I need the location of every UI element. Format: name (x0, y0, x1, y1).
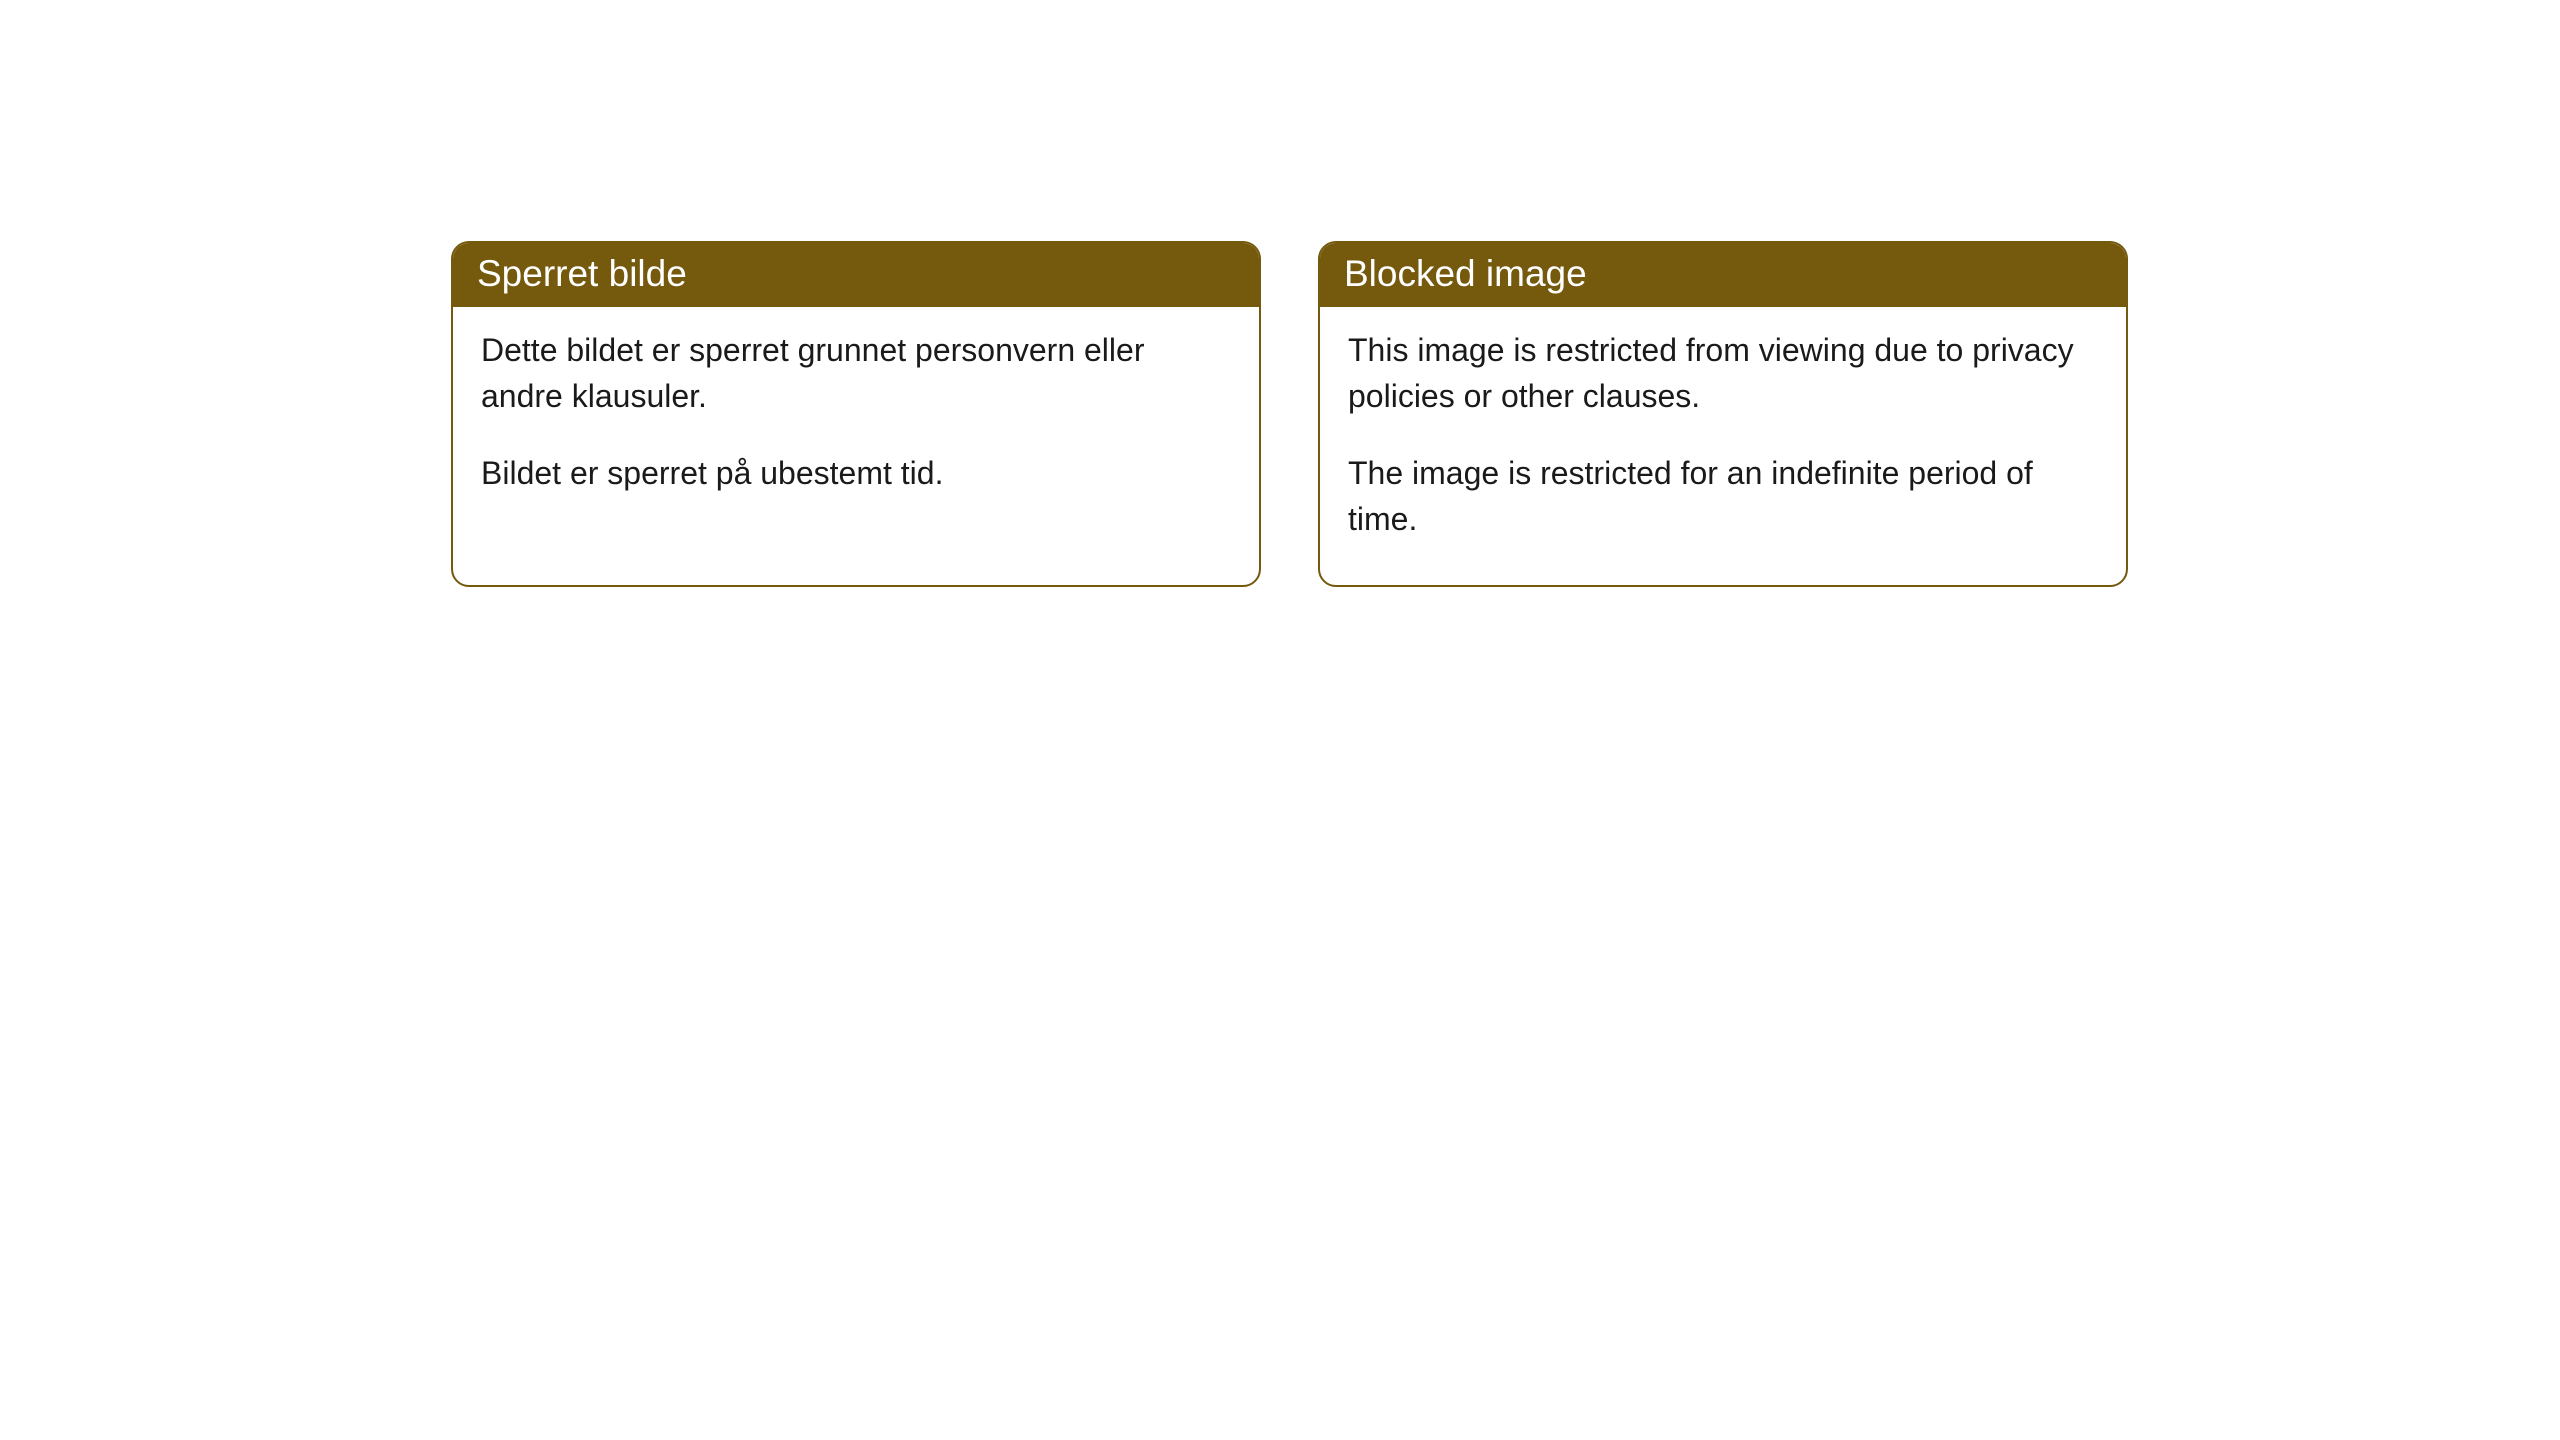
notice-paragraph-2-english: The image is restricted for an indefinit… (1348, 450, 2098, 543)
notice-paragraph-1-norwegian: Dette bildet er sperret grunnet personve… (481, 327, 1231, 420)
notice-card-norwegian: Sperret bilde Dette bildet er sperret gr… (451, 241, 1261, 587)
notice-container: Sperret bilde Dette bildet er sperret gr… (451, 241, 2128, 587)
notice-paragraph-1-english: This image is restricted from viewing du… (1348, 327, 2098, 420)
notice-body-english: This image is restricted from viewing du… (1320, 307, 2126, 585)
notice-card-english: Blocked image This image is restricted f… (1318, 241, 2128, 587)
notice-header-english: Blocked image (1320, 243, 2126, 307)
notice-body-norwegian: Dette bildet er sperret grunnet personve… (453, 307, 1259, 538)
notice-header-norwegian: Sperret bilde (453, 243, 1259, 307)
notice-paragraph-2-norwegian: Bildet er sperret på ubestemt tid. (481, 450, 1231, 496)
